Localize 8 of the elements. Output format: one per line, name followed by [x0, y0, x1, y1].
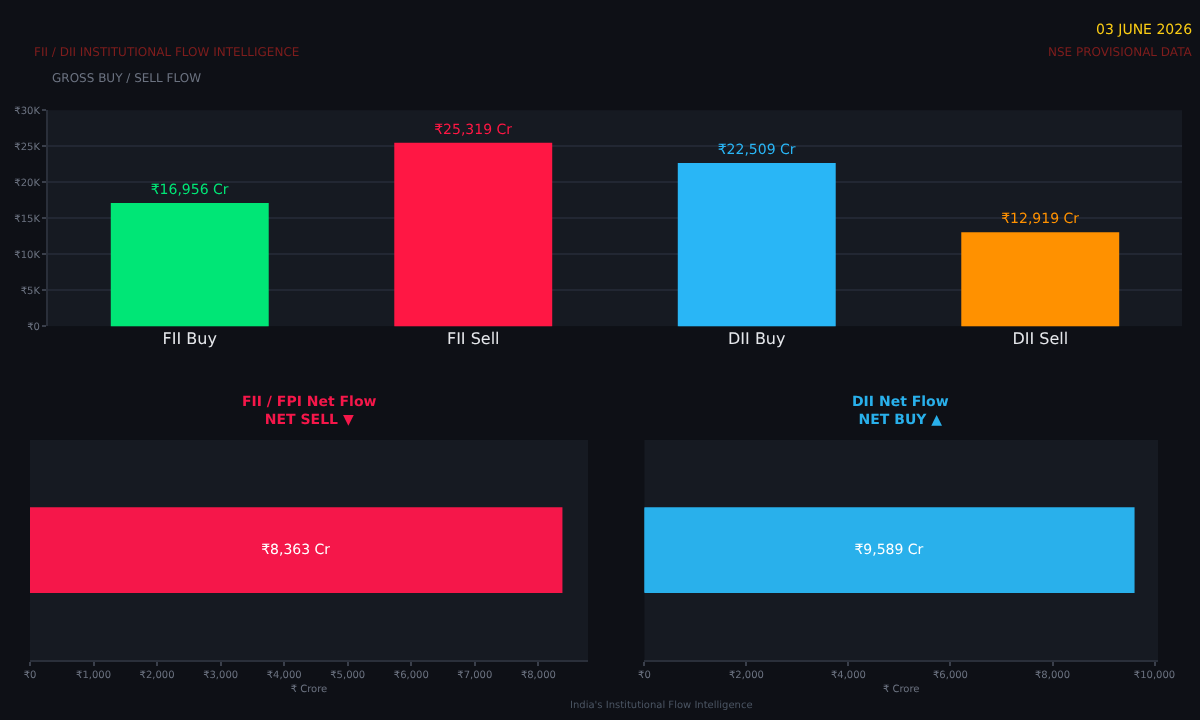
bar — [961, 232, 1120, 327]
bar — [110, 203, 269, 327]
x-tick-label: DII Sell — [1012, 330, 1069, 349]
bar — [394, 142, 553, 327]
x-tick-label: DII Buy — [728, 330, 786, 349]
x-tick-label: FII Buy — [162, 330, 218, 349]
bar — [677, 163, 836, 327]
x-tick-label: FII Sell — [446, 330, 500, 349]
